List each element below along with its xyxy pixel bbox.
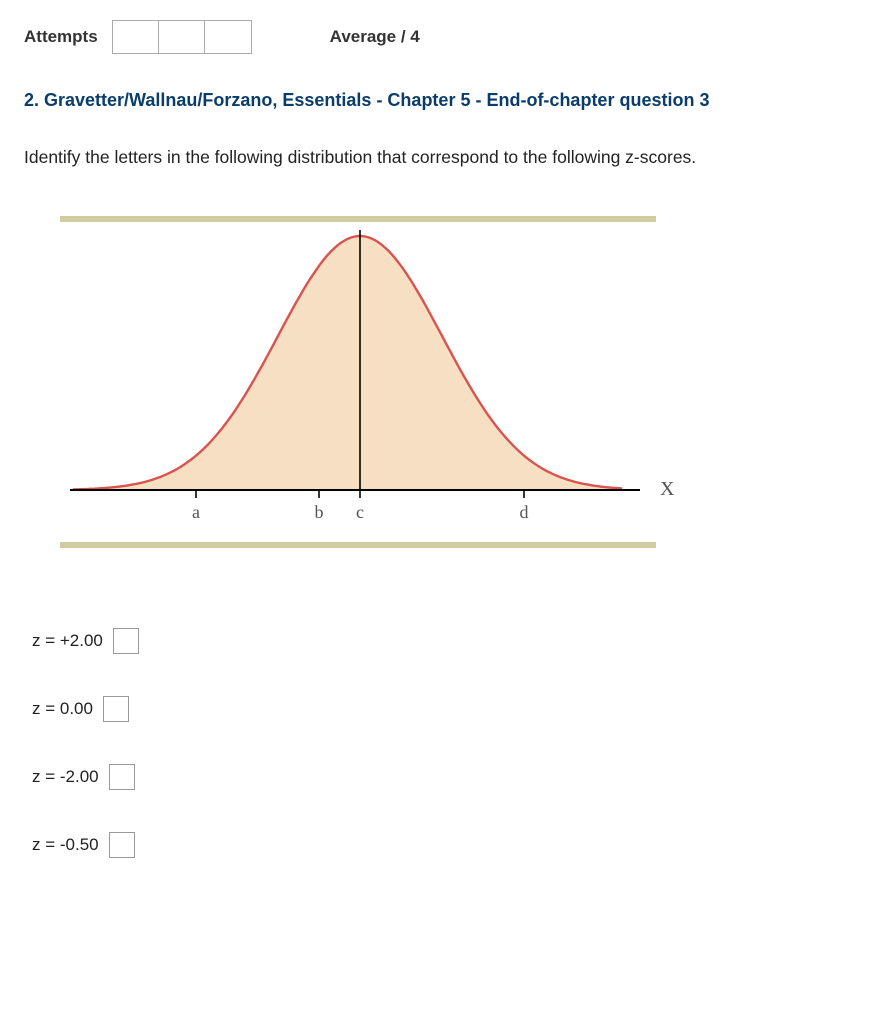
attempts-label: Attempts bbox=[24, 27, 98, 47]
distribution-chart: a b c d X bbox=[60, 222, 720, 542]
answer-input-z-minus-2[interactable] bbox=[109, 764, 135, 790]
answers-section: z = +2.00 z = 0.00 z = -2.00 z = -0.50 bbox=[32, 628, 853, 858]
answer-row: z = 0.00 bbox=[32, 696, 853, 722]
attempts-boxes bbox=[112, 20, 252, 54]
answer-row: z = +2.00 bbox=[32, 628, 853, 654]
attempt-cell bbox=[205, 21, 251, 53]
question-prompt: Identify the letters in the following di… bbox=[24, 147, 853, 168]
header-row: Attempts Average / 4 bbox=[24, 20, 853, 54]
answer-label: z = -0.50 bbox=[32, 835, 99, 855]
attempt-cell bbox=[159, 21, 205, 53]
question-title: 2. Gravetter/Wallnau/Forzano, Essentials… bbox=[24, 90, 853, 111]
answer-label: z = -2.00 bbox=[32, 767, 99, 787]
svg-text:c: c bbox=[356, 502, 364, 522]
answer-label: z = +2.00 bbox=[32, 631, 103, 651]
svg-text:b: b bbox=[315, 502, 324, 522]
answer-row: z = -0.50 bbox=[32, 832, 853, 858]
answer-input-z-plus-2[interactable] bbox=[113, 628, 139, 654]
svg-text:X: X bbox=[660, 478, 675, 500]
answer-input-z-minus-0-5[interactable] bbox=[109, 832, 135, 858]
attempt-cell bbox=[113, 21, 159, 53]
svg-text:a: a bbox=[192, 502, 200, 522]
average-label: Average / 4 bbox=[330, 27, 420, 47]
distribution-figure: a b c d X bbox=[60, 216, 853, 548]
answer-input-z-zero[interactable] bbox=[103, 696, 129, 722]
answer-label: z = 0.00 bbox=[32, 699, 93, 719]
svg-text:d: d bbox=[520, 502, 529, 522]
figure-bottom-rule bbox=[60, 542, 656, 548]
answer-row: z = -2.00 bbox=[32, 764, 853, 790]
